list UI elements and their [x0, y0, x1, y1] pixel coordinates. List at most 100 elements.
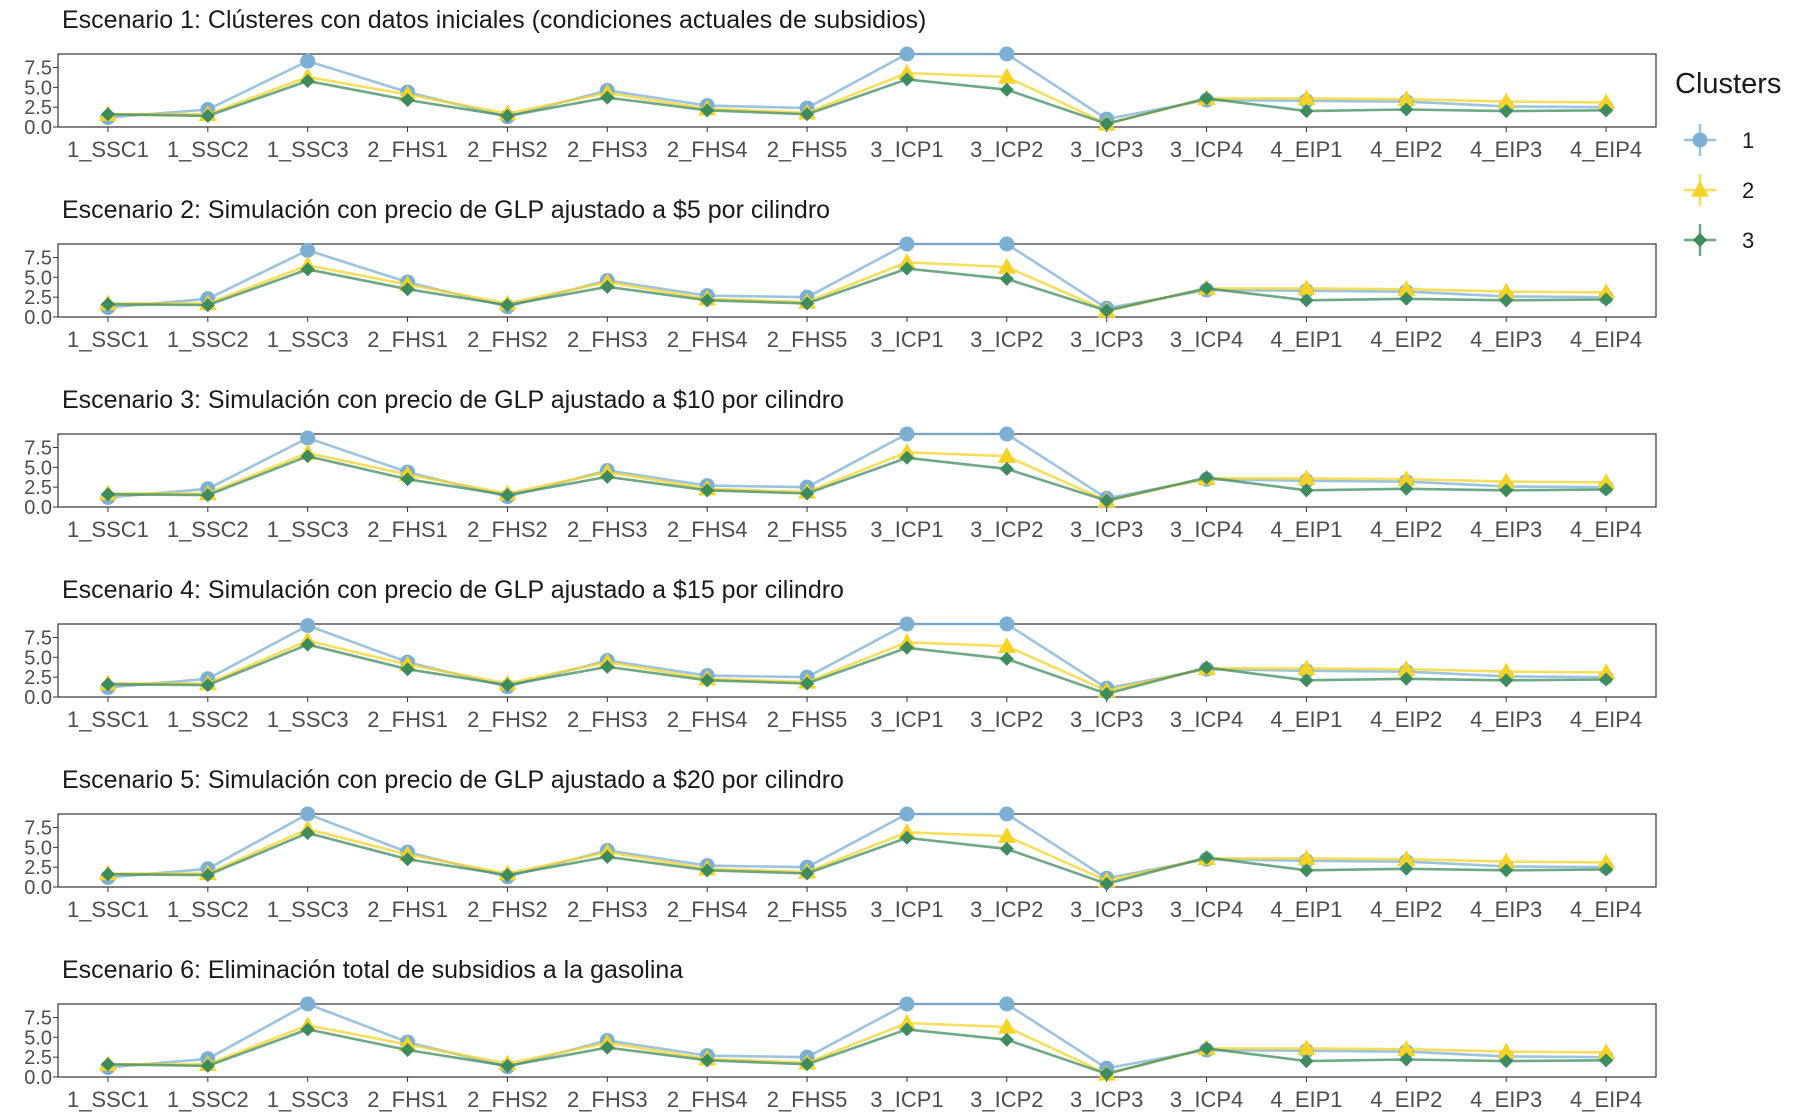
- x-tick-label: 4_EIP4: [1570, 1087, 1642, 1112]
- x-tick-label: 4_EIP3: [1470, 897, 1542, 922]
- y-tick-label: 0.0: [24, 877, 52, 899]
- series-1: [100, 427, 1613, 506]
- x-tick-label: 2_FHS5: [767, 897, 848, 922]
- scenario-panel: Escenario 3: Simulación con precio de GL…: [24, 386, 1656, 542]
- y-tick-label: 2.5: [24, 97, 52, 119]
- x-tick-label: 2_FHS5: [767, 1087, 848, 1112]
- x-tick-label: 4_EIP2: [1370, 897, 1442, 922]
- x-tick-label: 2_FHS1: [367, 707, 448, 732]
- x-tick-label: 4_EIP3: [1470, 1087, 1542, 1112]
- x-tick-label: 4_EIP4: [1570, 327, 1642, 352]
- data-point: [300, 807, 315, 822]
- x-tick-label: 1_SSC1: [67, 1087, 149, 1112]
- x-tick-label: 1_SSC1: [67, 897, 149, 922]
- panel-title: Escenario 3: Simulación con precio de GL…: [62, 386, 844, 414]
- data-point: [999, 427, 1014, 442]
- x-tick-label: 3_ICP3: [1070, 517, 1143, 542]
- data-point: [301, 262, 315, 276]
- data-point: [899, 617, 914, 632]
- x-tick-label: 2_FHS1: [367, 1087, 448, 1112]
- y-tick-label: 7.5: [24, 627, 52, 649]
- data-point: [300, 243, 315, 258]
- x-tick-label: 3_ICP3: [1070, 137, 1143, 162]
- y-tick-label: 5.0: [24, 647, 52, 669]
- data-point: [899, 47, 914, 62]
- x-tick-label: 2_FHS2: [467, 137, 548, 162]
- legend-item: 2: [1684, 174, 1754, 206]
- data-point: [899, 997, 914, 1012]
- y-tick-label: 5.0: [24, 267, 52, 289]
- x-tick-label: 4_EIP2: [1370, 707, 1442, 732]
- data-point: [1000, 842, 1014, 856]
- x-tick-label: 1_SSC2: [167, 517, 249, 542]
- x-tick-label: 2_FHS3: [567, 707, 648, 732]
- scenario-panel: Escenario 6: Eliminación total de subsid…: [24, 956, 1656, 1112]
- x-tick-label: 1_SSC3: [267, 137, 349, 162]
- x-tick-label: 1_SSC1: [67, 137, 149, 162]
- y-tick-label: 5.0: [24, 77, 52, 99]
- y-tick-label: 0.0: [24, 1067, 52, 1089]
- series-1: [100, 807, 1613, 886]
- x-tick-label: 3_ICP1: [870, 1087, 943, 1112]
- legend-item: 3: [1684, 224, 1754, 256]
- x-tick-label: 3_ICP1: [870, 897, 943, 922]
- legend-item: 1: [1684, 124, 1754, 156]
- scenario-panel: Escenario 5: Simulación con precio de GL…: [24, 766, 1656, 922]
- x-tick-label: 2_FHS4: [667, 517, 748, 542]
- x-tick-label: 1_SSC1: [67, 517, 149, 542]
- data-point: [999, 997, 1014, 1012]
- x-tick-label: 4_EIP3: [1470, 707, 1542, 732]
- x-tick-label: 1_SSC2: [167, 897, 249, 922]
- x-tick-label: 1_SSC3: [267, 327, 349, 352]
- x-tick-label: 4_EIP1: [1270, 517, 1342, 542]
- data-point: [300, 430, 315, 445]
- x-tick-label: 2_FHS2: [467, 327, 548, 352]
- scenario-panel: Escenario 2: Simulación con precio de GL…: [24, 196, 1656, 352]
- data-point: [999, 237, 1014, 252]
- data-point: [899, 807, 914, 822]
- legend-label: 1: [1742, 128, 1754, 153]
- y-tick-label: 7.5: [24, 437, 52, 459]
- y-tick-label: 7.5: [24, 247, 52, 269]
- y-tick-label: 7.5: [24, 57, 52, 79]
- data-point: [300, 997, 315, 1012]
- y-tick-label: 2.5: [24, 1047, 52, 1069]
- series-1: [100, 617, 1613, 696]
- panel-border: [58, 1004, 1656, 1077]
- y-tick-label: 7.5: [24, 1007, 52, 1029]
- legend-key-marker: [1693, 133, 1708, 148]
- y-tick-label: 0.0: [24, 117, 52, 139]
- x-tick-label: 3_ICP1: [870, 137, 943, 162]
- x-tick-label: 1_SSC2: [167, 1087, 249, 1112]
- data-point: [301, 449, 315, 463]
- panel-border: [58, 434, 1656, 507]
- x-tick-label: 1_SSC1: [67, 327, 149, 352]
- series-2: [99, 820, 1615, 887]
- legend-label: 3: [1742, 228, 1754, 253]
- y-tick-label: 0.0: [24, 497, 52, 519]
- x-tick-label: 3_ICP3: [1070, 327, 1143, 352]
- x-tick-label: 3_ICP4: [1170, 707, 1243, 732]
- x-tick-label: 3_ICP4: [1170, 517, 1243, 542]
- x-tick-label: 2_FHS5: [767, 137, 848, 162]
- data-point: [899, 427, 914, 442]
- scenario-panel: Escenario 4: Simulación con precio de GL…: [24, 576, 1656, 732]
- x-tick-label: 4_EIP1: [1270, 897, 1342, 922]
- panel-title: Escenario 1: Clústeres con datos inicial…: [62, 6, 926, 34]
- y-tick-label: 7.5: [24, 817, 52, 839]
- panel-title: Escenario 6: Eliminación total de subsid…: [62, 956, 683, 984]
- data-point: [301, 826, 315, 840]
- x-tick-label: 2_FHS3: [567, 517, 648, 542]
- x-tick-label: 2_FHS2: [467, 1087, 548, 1112]
- x-tick-label: 2_FHS4: [667, 1087, 748, 1112]
- data-point: [300, 618, 315, 633]
- y-tick-label: 0.0: [24, 687, 52, 709]
- data-point: [1000, 272, 1014, 286]
- x-tick-label: 2_FHS2: [467, 897, 548, 922]
- data-point: [1000, 83, 1014, 97]
- x-tick-label: 4_EIP4: [1570, 897, 1642, 922]
- y-tick-label: 2.5: [24, 667, 52, 689]
- panel-border: [58, 814, 1656, 887]
- x-tick-label: 3_ICP4: [1170, 897, 1243, 922]
